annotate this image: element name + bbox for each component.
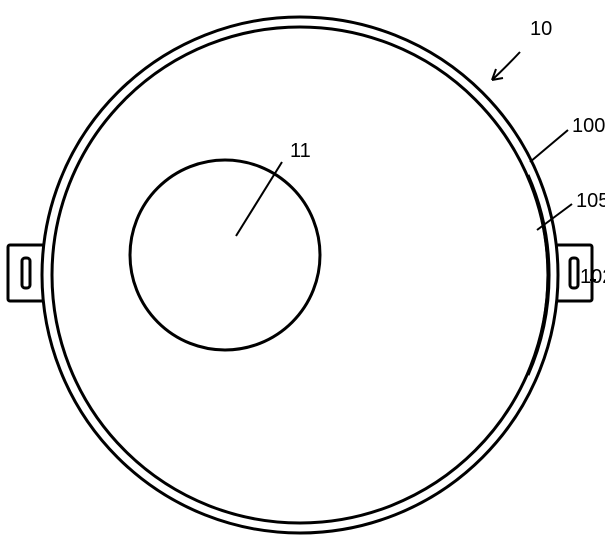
label-11: 11 — [290, 140, 311, 163]
label-102: 102 — [580, 266, 605, 289]
label-105: 105 — [576, 190, 605, 213]
inner-ring-circle — [52, 27, 548, 523]
left-tab — [8, 245, 44, 301]
diagram-svg — [0, 0, 605, 543]
label-10: 10 — [530, 18, 552, 41]
label-100: 100 — [572, 115, 605, 138]
diagram-container: 10 100 105 102 11 — [0, 0, 605, 543]
